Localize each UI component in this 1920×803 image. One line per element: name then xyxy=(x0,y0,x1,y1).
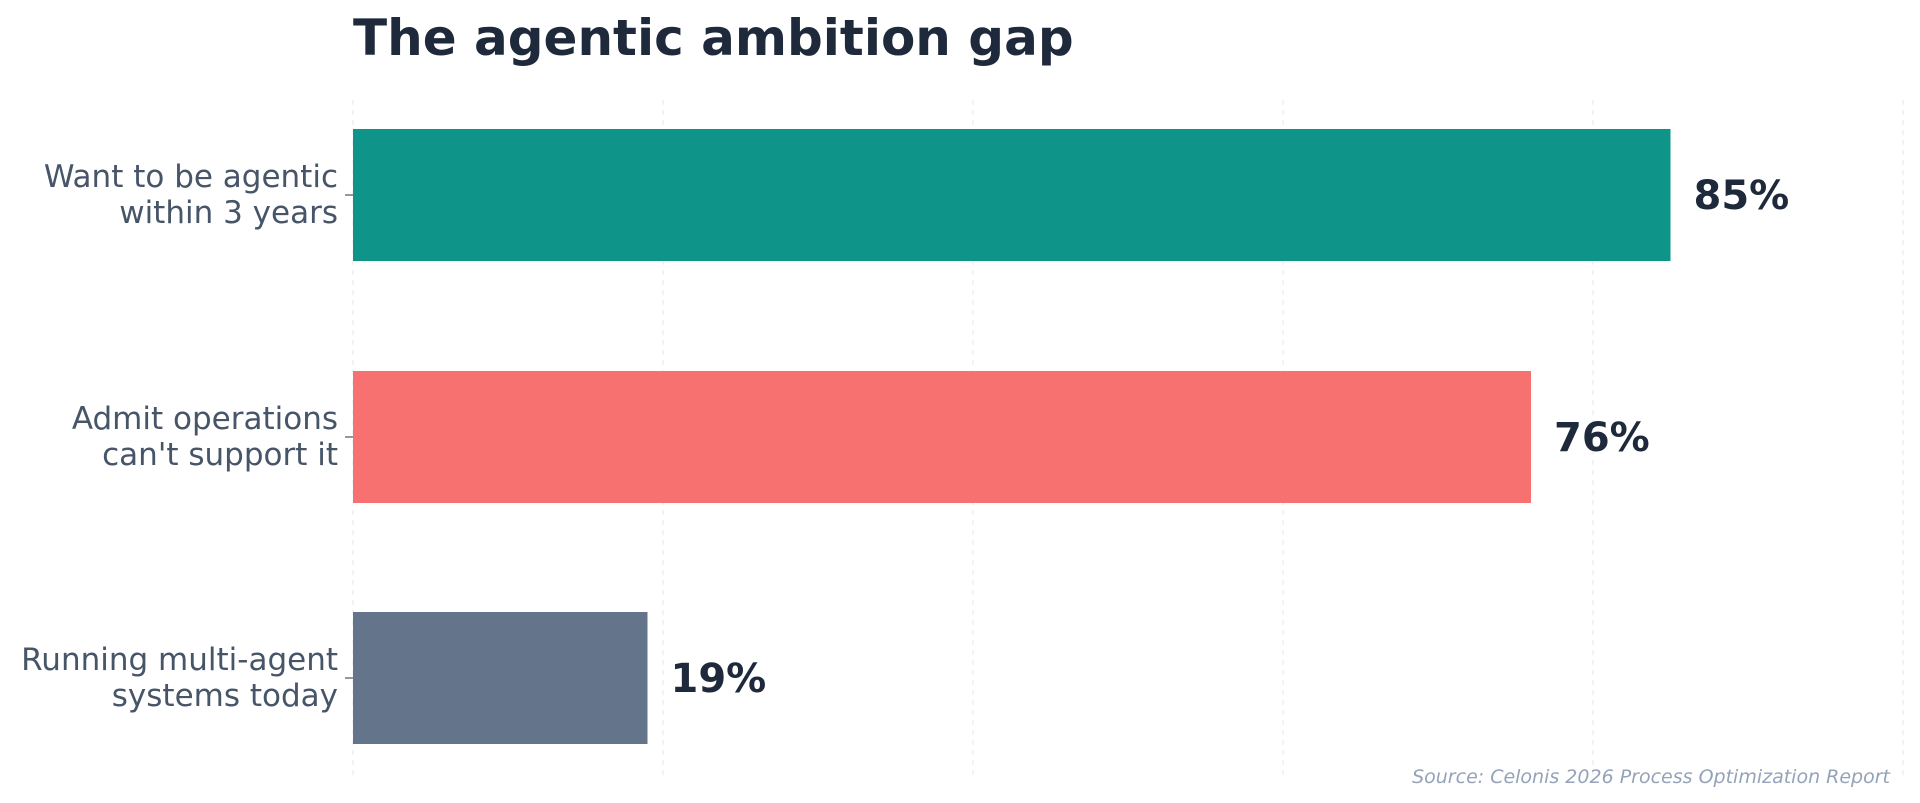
bar-group-0: 85% Want to be agentic within 3 years xyxy=(44,129,1789,261)
bar-0 xyxy=(353,129,1671,261)
chart-title: The agentic ambition gap xyxy=(353,9,1074,67)
bar-1 xyxy=(353,371,1531,503)
category-label-1-line-0: Admit operations xyxy=(72,401,338,437)
value-label-0: 85% xyxy=(1694,173,1790,219)
source-note: Source: Celonis 2026 Process Optimizatio… xyxy=(1412,766,1891,788)
category-label-2-line-1: systems today xyxy=(112,678,338,714)
category-label-1: Admit operations can't support it xyxy=(72,401,338,473)
category-label-1-line-1: can't support it xyxy=(102,437,338,473)
category-label-0-line-1: within 3 years xyxy=(119,195,338,231)
category-label-0-line-0: Want to be agentic xyxy=(44,159,338,195)
bar-layer: 85% Want to be agentic within 3 years 76% Ad… xyxy=(21,129,1789,744)
bar-group-1: 76% Admit operations can't support it xyxy=(72,371,1650,503)
category-label-2: Running multi-agent systems today xyxy=(21,642,338,714)
category-label-0: Want to be agentic within 3 years xyxy=(44,159,338,231)
bar-2 xyxy=(353,612,648,744)
value-label-2: 19% xyxy=(671,656,767,702)
bar-group-2: 19% Running multi-agent systems today xyxy=(21,612,766,744)
category-label-2-line-0: Running multi-agent xyxy=(21,642,338,678)
value-label-1: 76% xyxy=(1554,415,1650,461)
